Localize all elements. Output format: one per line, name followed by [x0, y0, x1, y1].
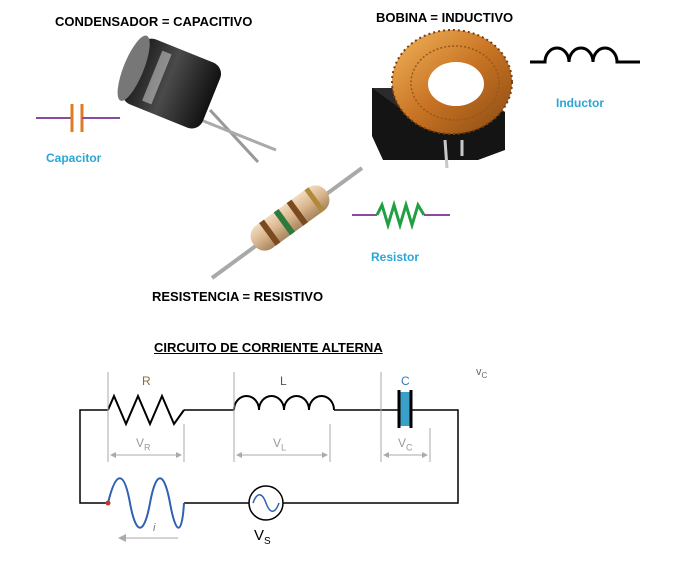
resistor-symbol-label: Resistor: [371, 250, 420, 264]
resistor-band: [273, 209, 295, 236]
circuit-resistor: [107, 393, 185, 427]
circuit-vc-corner-label: vC: [476, 366, 488, 381]
resistor-symbol: [352, 199, 450, 231]
capacitor-lead: [208, 108, 260, 164]
voltage-brackets: [107, 372, 431, 462]
voltage-vr-label: VR: [136, 436, 151, 453]
circuit-c-label: C: [401, 374, 410, 388]
resistor-band: [304, 187, 325, 213]
resistor-heading: RESISTENCIA = RESISTIVO: [152, 289, 324, 304]
electrolytic-capacitor-image: [117, 35, 277, 164]
ac-source-wave: [252, 494, 280, 512]
ac-circuit: [79, 372, 459, 542]
source-voltage-label: VS: [254, 527, 271, 547]
voltage-vc-label: VC: [398, 436, 413, 453]
capacitor-symbol: [36, 104, 120, 132]
resistor-band: [286, 199, 308, 226]
resistor-band: [259, 219, 281, 246]
capacitor-symbol-label: Capacitor: [46, 151, 102, 165]
current-waveform: [107, 477, 185, 529]
circuit-capacitor-dielectric: [398, 392, 412, 426]
circuit-r-label: R: [142, 374, 151, 388]
inductor-windings: [391, 29, 513, 135]
inductor-symbol-label: Inductor: [556, 96, 604, 110]
resistor-body: [250, 185, 330, 251]
inductor-symbol: [530, 46, 640, 64]
circuit-inductor: [233, 395, 335, 411]
capacitor-top: [117, 35, 150, 101]
circuit-wire: [79, 409, 108, 504]
capacitor-lead: [195, 116, 277, 152]
voltage-bracket-arrows: [110, 452, 428, 458]
circuit-title: CIRCUITO DE CORRIENTE ALTERNA: [154, 340, 383, 355]
current-arrowhead: [118, 534, 126, 542]
circuit-wire: [283, 409, 459, 504]
waveform-origin-dot: [105, 500, 111, 506]
inductor-pin: [443, 139, 449, 169]
current-label: i: [153, 522, 156, 534]
inductor-heading: BOBINA = INDUCTIVO: [376, 10, 514, 25]
circuit-l-label: L: [280, 374, 287, 388]
toroidal-inductor-image: [372, 29, 513, 169]
voltage-vl-label: VL: [273, 436, 287, 453]
resistor-image: [210, 166, 364, 280]
capacitor-heading: CONDENSADOR = CAPACITIVO: [55, 14, 253, 29]
inductor-windings-inner: [410, 45, 500, 121]
capacitor-stripe: [142, 50, 172, 105]
capacitor-body: [122, 38, 222, 129]
inductor-core-hole: [428, 62, 484, 106]
